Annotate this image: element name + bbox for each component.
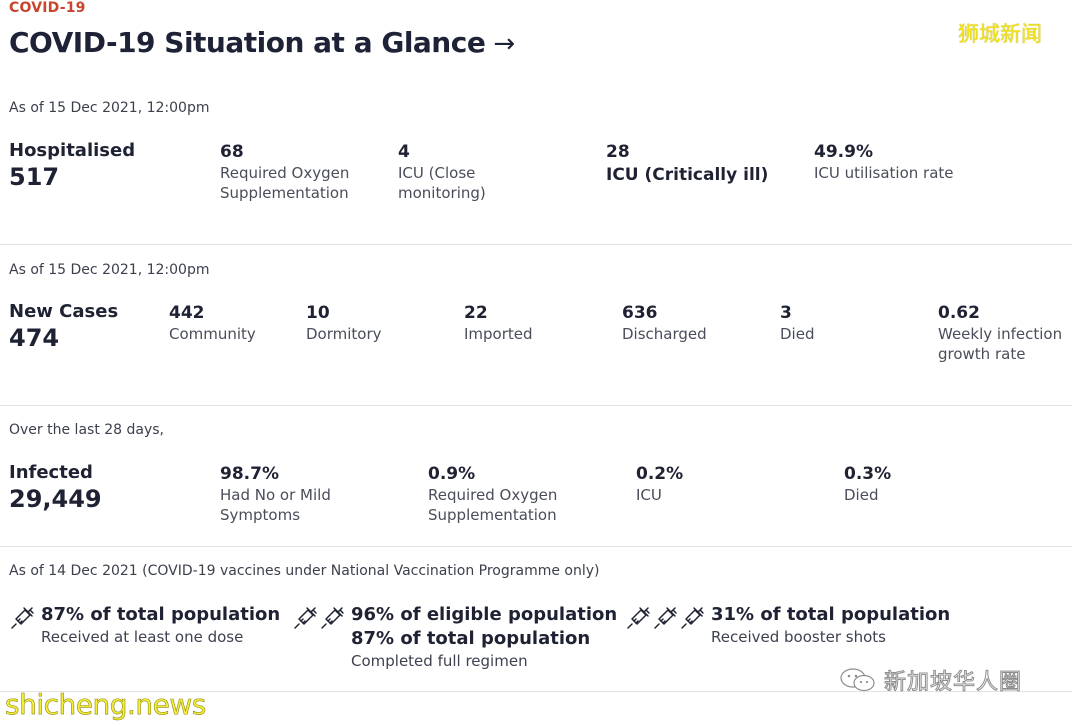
stat-number: 0.2%: [636, 464, 684, 484]
section-divider: [0, 405, 1072, 406]
new-cases-lead: New Cases 474: [9, 301, 118, 353]
hospitalised-value: 517: [9, 163, 60, 191]
page-title-text: COVID-19 Situation at a Glance: [9, 26, 486, 59]
stat-description: Dormitory: [306, 325, 382, 343]
infected-label: Infected: [9, 462, 93, 483]
vax-headline-secondary: 87% of total population: [351, 628, 591, 649]
site-watermark: shicheng.news: [5, 688, 207, 722]
hospital-stat-icu-close: 4 ICU (Close monitoring): [398, 141, 518, 203]
hospital-as-of: As of 15 Dec 2021, 12:00pm: [9, 100, 210, 116]
stat-number: 636: [622, 303, 658, 323]
stat-number: 3: [780, 303, 792, 323]
hospitalised-label: Hospitalised: [9, 140, 136, 161]
vax-subtext: Completed full regimen: [351, 652, 528, 670]
vax-headline: 31% of total population: [711, 604, 951, 625]
stat-description: Died: [780, 325, 815, 343]
vax-headline: 96% of eligible population: [351, 604, 618, 625]
syringe-icon-group: [625, 605, 705, 631]
stat-description: ICU (Critically ill): [606, 165, 769, 185]
stat-description: ICU: [636, 486, 662, 504]
hospital-stat-oxygen: 68 Required Oxygen Supplementation: [220, 141, 380, 203]
syringe-icon: [627, 607, 650, 629]
stat-number: 0.3%: [844, 464, 892, 484]
vax-subtext: Received at least one dose: [41, 628, 244, 646]
stat-number: 49.9%: [814, 142, 873, 162]
stat-description: ICU utilisation rate: [814, 164, 954, 182]
cases-stat-died: 3 Died: [780, 302, 900, 344]
wechat-icon: [840, 668, 875, 692]
wechat-watermark-text: 新加坡华人圈: [883, 670, 1023, 696]
cases-stat-discharged: 636 Discharged: [622, 302, 742, 344]
stat-description: ICU (Close monitoring): [398, 164, 486, 202]
vax-subtext: Received booster shots: [711, 628, 886, 646]
new-cases-value: 474: [9, 324, 60, 352]
syringe-icon: [294, 607, 317, 629]
vaccination-as-of: As of 14 Dec 2021 (COVID-19 vaccines und…: [9, 563, 600, 579]
cases-stat-dormitory: 10 Dormitory: [306, 302, 426, 344]
stat-number: 68: [220, 142, 244, 162]
stat-description: Imported: [464, 325, 533, 343]
stat-description: Required Oxygen Supplementation: [220, 164, 350, 202]
stat-number: 10: [306, 303, 330, 323]
stat-description: Community: [169, 325, 256, 343]
syringe-icon-group: [9, 605, 35, 631]
stat-description: Had No or Mild Symptoms: [220, 486, 331, 524]
stat-number: 0.9%: [428, 464, 476, 484]
syringe-icon: [681, 607, 704, 629]
section-divider: [0, 691, 1072, 692]
infected-lead: Infected 29,449: [9, 462, 102, 514]
infected-stat-mild: 98.7% Had No or Mild Symptoms: [220, 463, 360, 525]
new-cases-label: New Cases: [9, 301, 119, 322]
stat-description: Discharged: [622, 325, 707, 343]
stat-description: Required Oxygen Supplementation: [428, 486, 558, 524]
infected-stat-died: 0.3% Died: [844, 463, 964, 505]
infected-as-of: Over the last 28 days,: [9, 422, 165, 438]
infected-stat-oxygen: 0.9% Required Oxygen Supplementation: [428, 463, 588, 525]
hospital-stat-icu-critical: 28 ICU (Critically ill): [606, 141, 796, 187]
section-divider: [0, 546, 1072, 547]
arrow-right-icon[interactable]: →: [493, 29, 515, 59]
cases-stat-community: 442 Community: [169, 302, 289, 344]
syringe-icon: [11, 607, 34, 629]
stat-description: Weekly infection growth rate: [938, 325, 1063, 363]
vax-stat-full-regimen: 96% of eligible population 87% of total …: [292, 603, 617, 671]
section-divider: [0, 244, 1072, 245]
infected-value: 29,449: [9, 485, 102, 513]
wechat-watermark: 新加坡华人圈: [838, 664, 1022, 696]
cases-stat-imported: 22 Imported: [464, 302, 584, 344]
stat-number: 22: [464, 303, 488, 323]
stat-number: 28: [606, 142, 630, 162]
page-title[interactable]: COVID-19 Situation at a Glance →: [9, 26, 515, 59]
cases-as-of: As of 15 Dec 2021, 12:00pm: [9, 262, 210, 278]
section-kicker: COVID-19: [9, 0, 86, 16]
vax-stat-booster: 31% of total population Received booster…: [625, 603, 950, 647]
vax-headline: 87% of total population: [41, 604, 281, 625]
hospital-stat-icu-utilisation: 49.9% ICU utilisation rate: [814, 141, 1004, 183]
syringe-icon: [654, 607, 677, 629]
watermark-top-right: 狮城新闻: [958, 22, 1042, 46]
stat-description: Died: [844, 486, 879, 504]
hospitalised-lead: Hospitalised 517: [9, 140, 135, 192]
stat-number: 98.7%: [220, 464, 279, 484]
stat-number: 0.62: [938, 303, 980, 323]
stat-number: 4: [398, 142, 410, 162]
syringe-icon: [321, 607, 344, 629]
syringe-icon-group: [292, 605, 345, 631]
cases-stat-growth-rate: 0.62 Weekly infection growth rate: [938, 302, 1073, 364]
infected-stat-icu: 0.2% ICU: [636, 463, 756, 505]
stat-number: 442: [169, 303, 205, 323]
vax-stat-first-dose: 87% of total population Received at leas…: [9, 603, 280, 647]
